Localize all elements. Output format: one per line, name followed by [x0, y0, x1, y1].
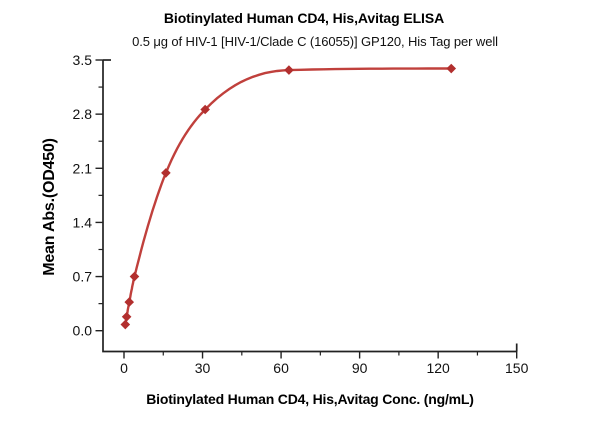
data-point-marker	[120, 319, 131, 330]
y-axis-tick-label: 2.8	[73, 106, 93, 122]
y-axis-label: Mean Abs.(OD450)	[41, 138, 58, 276]
data-point-marker	[129, 271, 140, 282]
chart-title: Biotinylated Human CD4, His,Avitag ELISA	[163, 10, 445, 26]
x-axis-tick-label: 30	[195, 360, 211, 376]
y-axis-tick-label: 3.5	[73, 52, 93, 68]
x-axis-tick-label: 90	[352, 360, 368, 376]
data-point-marker	[121, 311, 132, 322]
x-axis-label: Biotinylated Human CD4, His,Avitag Conc.…	[146, 391, 473, 407]
chart-subtitle: 0.5 μg of HIV-1 [HIV-1/Clade C (16055)] …	[132, 34, 498, 49]
x-axis-tick-label: 150	[505, 360, 529, 376]
axis-spines	[102, 60, 517, 353]
y-axis-tick-label: 1.4	[73, 214, 93, 230]
data-point-marker	[284, 65, 294, 75]
data-point-marker	[161, 168, 171, 178]
data-point-marker	[200, 104, 210, 115]
data-point-marker	[446, 63, 457, 74]
y-axis-tick-label: 0.7	[73, 269, 93, 285]
data-point-marker	[124, 297, 135, 307]
y-axis-tick-label: 2.1	[73, 160, 93, 176]
x-axis-tick-label: 120	[426, 360, 450, 376]
y-axis-tick-label: 0.0	[73, 323, 93, 339]
x-axis-tick-label: 0	[120, 360, 128, 376]
x-axis-tick-label: 60	[273, 360, 289, 376]
fit-curve	[124, 67, 453, 326]
